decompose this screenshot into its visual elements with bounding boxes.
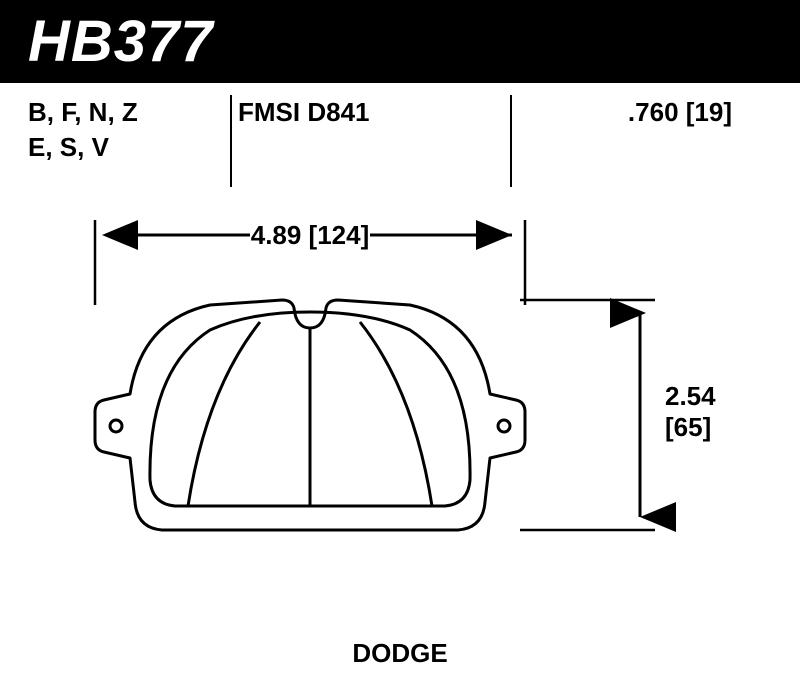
spec-divider-2 — [510, 95, 512, 187]
footer-label: DODGE — [0, 638, 800, 669]
compounds-column: B, F, N, Z E, S, V — [28, 95, 238, 165]
spec-row: B, F, N, Z E, S, V FMSI D841 .760 [19] — [0, 83, 800, 165]
width-dimension: 4.89 [124] — [95, 218, 525, 305]
thickness-value: .760 [19] — [518, 95, 732, 130]
fmsi-value: FMSI D841 — [238, 95, 518, 130]
height-label-2: [65] — [665, 412, 711, 442]
diagram-svg: 4.89 [124] 2.54 [65] — [0, 180, 800, 610]
header-bar: HB377 — [0, 0, 800, 83]
compounds-line-1: B, F, N, Z — [28, 95, 238, 130]
part-number: HB377 — [28, 9, 214, 74]
brand-name: DODGE — [352, 638, 447, 668]
fmsi-column: FMSI D841 — [238, 95, 518, 165]
thickness-column: .760 [19] — [518, 95, 772, 165]
brake-pad-shape — [95, 300, 525, 530]
height-label-1: 2.54 — [665, 381, 716, 411]
width-label: 4.89 [124] — [251, 220, 370, 250]
diagram-area: 4.89 [124] 2.54 [65] — [0, 180, 800, 650]
height-dimension: 2.54 [65] — [520, 300, 716, 530]
compounds-line-2: E, S, V — [28, 130, 238, 165]
spec-divider-1 — [230, 95, 232, 187]
